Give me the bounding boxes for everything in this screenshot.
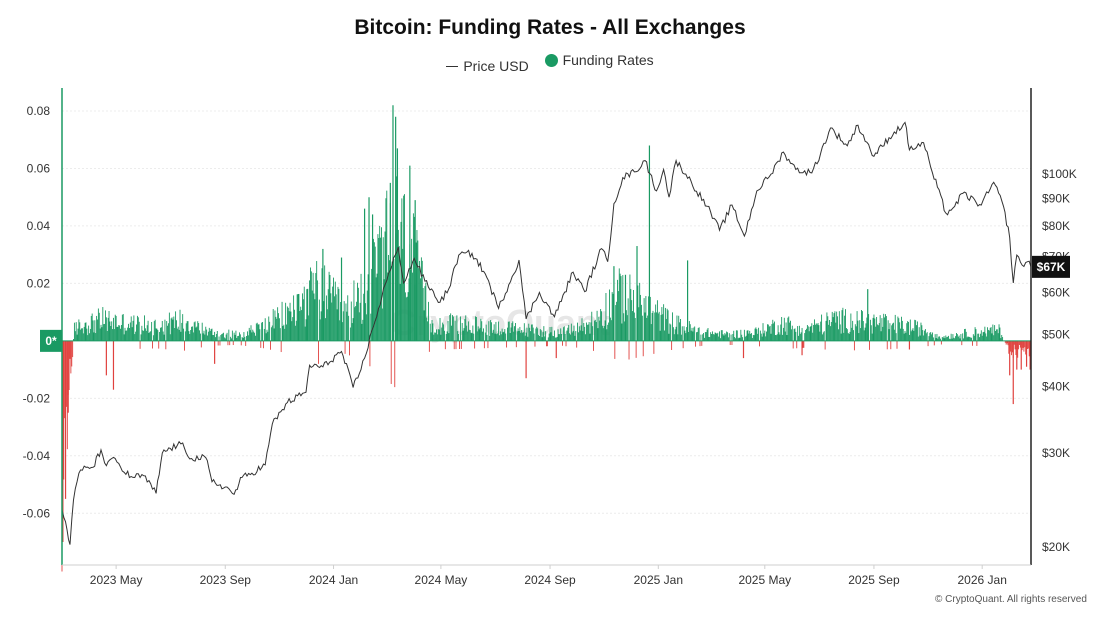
right-axis-ticks: $100K$90K$80K$70K$60K$50K$40K$30K$20K [1042,167,1077,554]
legend-label-funding: Funding Rates [562,52,654,68]
funding-bars [61,105,1032,572]
zero-badge: 0* [45,334,57,348]
legend: Price USD Funding Rates [0,52,1100,74]
x-tick-label: 2025 Sep [848,573,900,587]
right-tick-label: $60K [1042,285,1070,299]
price-line [61,121,1032,545]
left-tick-label: -0.02 [23,391,51,405]
left-tick-label: 0.06 [27,161,51,175]
price-badge-background [1032,255,1070,278]
circle-swatch-icon [544,53,558,67]
right-tick-label: $50K [1042,328,1070,342]
legend-entry-price[interactable]: Price USD [446,58,529,74]
right-tick-label: $40K [1042,379,1070,393]
left-tick-label: 0.08 [27,104,51,118]
left-tick-label: 0.04 [27,219,51,233]
gridlines [62,110,1031,514]
x-tick-label: 2025 May [738,573,791,587]
left-tick-label: -0.04 [23,449,51,463]
left-tick-label: 0.02 [27,276,51,290]
x-axis-ticks: 2023 May 2023 Sep 2024 Jan 2024 May 2024 Sep… [90,565,1007,587]
left-axis-ticks: 0.08 0.06 0.04 0.02 -0.02 -0.04 -0.06 [23,104,51,520]
zero-badge-background [40,329,62,352]
right-tick-label: $20K [1042,540,1070,554]
x-tick-label: 2025 Jan [634,573,683,587]
x-tick-label: 2024 May [415,573,468,587]
right-tick-label: $100K [1042,167,1077,181]
chart-title: Bitcoin: Funding Rates - All Exchanges [354,16,746,39]
x-tick-label: 2024 Sep [524,573,576,587]
copyright-notice: © CryptoQuant. All rights reserved [935,594,1087,605]
right-tick-label: $80K [1042,219,1070,233]
legend-label-price: Price USD [463,58,529,74]
x-tick-label: 2024 Jan [309,573,358,587]
right-tick-label: $90K [1042,191,1070,205]
legend-entry-funding[interactable]: Funding Rates [544,52,654,68]
x-tick-label: 2026 Jan [957,573,1006,587]
axis-badges: 0* $67K [40,255,1070,352]
current-price-badge: $67K [1037,260,1066,274]
right-tick-label: $30K [1042,446,1070,460]
x-tick-label: 2023 Sep [200,573,252,587]
x-tick-label: 2023 May [90,573,143,587]
price-usd-line [61,121,1032,545]
line-swatch-icon [446,65,459,67]
left-tick-label: -0.06 [23,506,51,520]
axes [61,88,1032,566]
